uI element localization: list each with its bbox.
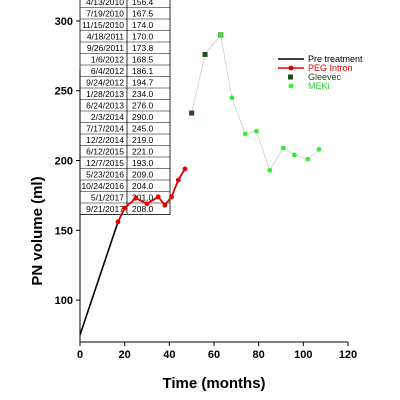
series-gap [185, 113, 192, 169]
legend-label: PEG Intron [308, 63, 353, 73]
y-tick-label: 100 [55, 295, 73, 307]
table-date-cell: 9/24/2012 [86, 77, 124, 87]
y-axis-title: PN volume (ml) [29, 176, 46, 285]
table-value-cell: 156.4 [132, 0, 154, 7]
table-value-cell: 194.7 [132, 77, 154, 87]
y-tick-label: 200 [55, 156, 73, 168]
legend-label: Pre treatment [308, 54, 363, 64]
table-value-cell: 209.0 [132, 169, 154, 179]
table-date-cell: 7/19/2010 [86, 8, 124, 18]
y-tick-label: 300 [55, 16, 73, 28]
data-point [144, 201, 150, 207]
table-date-cell: 7/17/2014 [86, 123, 124, 133]
table-date-cell: 9/26/2011 [87, 43, 124, 53]
table-date-cell: 11/15/2010 [82, 20, 124, 30]
table-value-cell: 208.0 [132, 204, 154, 214]
table-value-cell: 290.0 [132, 112, 154, 122]
x-axis-title: Time (months) [162, 375, 265, 392]
data-point [115, 219, 121, 225]
chart-series [79, 32, 322, 336]
table-date-cell: 2/3/2014 [91, 112, 124, 122]
data-point [267, 167, 273, 173]
series-line-2 [191, 34, 222, 114]
x-tick-label: 40 [163, 349, 175, 361]
table-value-cell: 201.0 [132, 192, 154, 202]
table-value-cell: 193.0 [132, 158, 154, 168]
table-date-cell: 5/1/2017 [91, 192, 124, 202]
table-date-cell: 4/18/2011 [87, 31, 124, 41]
table-date-cell: 9/21/2017 [86, 204, 124, 214]
table-value-cell: 276.0 [132, 100, 154, 110]
table-frame [79, 0, 171, 215]
table-value-cell: 221.0 [132, 146, 154, 156]
data-point [122, 205, 128, 211]
chart-axes: 0 20 40 60 80 100 120 100 150 200 250 300 [55, 16, 358, 361]
table-date-cell: 6/24/2013 [86, 100, 124, 110]
table-date-cell: 1/6/2012 [91, 54, 124, 64]
data-point [162, 202, 168, 208]
legend-swatch-marker [288, 74, 293, 80]
data-point [292, 152, 297, 158]
table-date-cell: 6/4/2012 [91, 66, 124, 76]
table-value-cell: 167.5 [132, 8, 154, 18]
table-date-cell: 5/23/2016 [86, 169, 124, 179]
table-date-cell: 12/7/2015 [86, 158, 124, 168]
x-tick-label: 100 [294, 349, 312, 361]
data-point [254, 128, 259, 134]
data-point [169, 194, 174, 200]
data-point [280, 145, 286, 151]
data-point [202, 51, 208, 57]
table-value-cell: 170.0 [132, 31, 154, 41]
x-tick-label: 60 [208, 349, 220, 361]
series-line-0 [79, 221, 119, 336]
table-value-cell: 204.0 [132, 181, 154, 191]
table-value-cell: 174.0 [132, 20, 154, 30]
y-tick-label: 250 [55, 86, 73, 98]
data-point [242, 131, 248, 137]
legend-swatch-marker [288, 83, 294, 89]
x-tick-label: 0 [77, 349, 83, 361]
table-date-cell: 12/2/2014 [86, 135, 124, 145]
series-line-3 [220, 34, 320, 172]
x-tick-label: 80 [253, 349, 265, 361]
table-value-cell: 234.0 [132, 89, 154, 99]
data-point [229, 95, 235, 101]
data-point [155, 194, 161, 200]
table-date-cell: 6/12/2015 [86, 146, 124, 156]
data-point [182, 166, 188, 172]
y-tick-label: 150 [55, 225, 73, 237]
table-date-cell: 1/28/2013 [86, 89, 124, 99]
x-tick-label: 20 [119, 349, 131, 361]
table-value-cell: 168.5 [132, 54, 154, 64]
table-date-cell: 4/13/2010 [86, 0, 124, 7]
measurement-table: 4/13/2010 156.4 7/19/2010 167.5 11/15/2010 17… [79, 0, 171, 215]
legend-label: MEKi [308, 81, 330, 91]
legend-label: Gleevec [308, 72, 342, 82]
data-point [316, 146, 322, 152]
table-value-cell: 219.0 [132, 135, 154, 145]
table-value-cell: 186.1 [132, 66, 154, 76]
data-point [133, 195, 139, 201]
table-date-cell: 10/24/2016 [81, 181, 124, 191]
table-value-cell: 173.8 [132, 43, 154, 53]
data-point [218, 32, 224, 38]
table-value-cell: 245.0 [132, 123, 154, 133]
legend-swatch-marker [288, 65, 294, 71]
data-point [305, 156, 311, 162]
data-point [189, 110, 195, 116]
x-tick-label: 120 [339, 349, 357, 361]
data-point [175, 177, 181, 183]
